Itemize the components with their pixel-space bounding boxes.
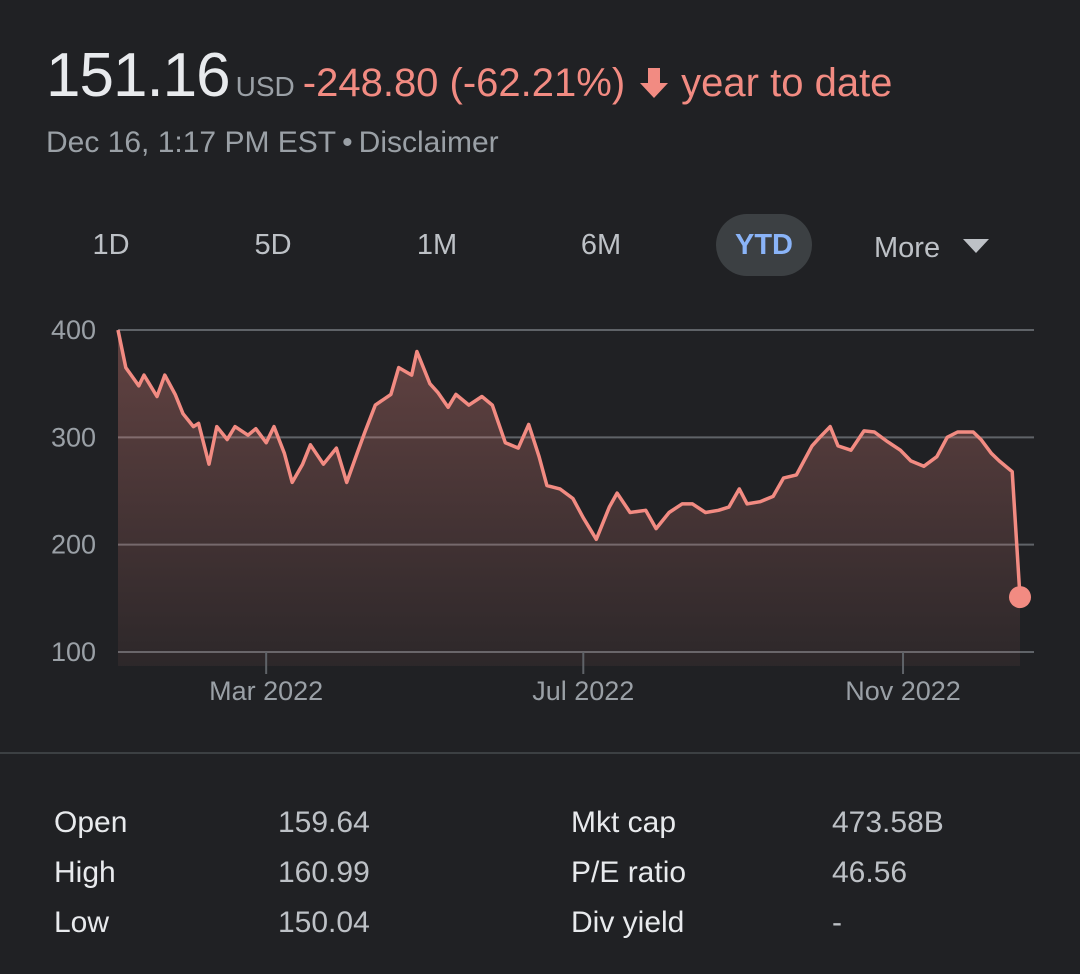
divider: [0, 752, 1080, 754]
stat-pe-label: P/E ratio: [571, 856, 687, 889]
currency-label: USD: [235, 71, 295, 102]
series-line: [116, 329, 1022, 598]
y-tick-label: 400: [51, 315, 96, 345]
stat-high-value: 160.99: [278, 856, 370, 889]
stat-high-label: High: [54, 856, 116, 889]
tab-ytd[interactable]: YTD: [716, 214, 812, 276]
stat-divyield-label: Div yield: [571, 906, 685, 939]
stat-low-label: Low: [54, 906, 110, 939]
timestamp: Dec 16, 1:17 PM EST: [46, 126, 337, 159]
stat-open-label: Open: [54, 806, 128, 839]
price-change: -248.80 (-62.21%): [302, 61, 626, 105]
x-tick-label: Mar 2022: [209, 676, 323, 706]
stat-divyield-value: -: [832, 906, 842, 939]
stat-open-value: 159.64: [278, 806, 370, 839]
range-selector: 1D 5D 1M 6M YTD More: [0, 214, 1080, 280]
more-label: More: [874, 232, 941, 264]
current-price: 151.16: [46, 41, 231, 110]
tab-1m[interactable]: 1M: [416, 229, 458, 261]
caret-down-icon: [962, 214, 990, 253]
more-dropdown[interactable]: More: [874, 214, 990, 276]
tab-5d[interactable]: 5D: [254, 229, 292, 261]
tab-6m[interactable]: 6M: [580, 229, 622, 261]
x-tick-label: Jul 2022: [532, 676, 634, 706]
period-text: year to date: [681, 61, 893, 105]
y-tick-label: 100: [51, 637, 96, 667]
stat-mktcap-label: Mkt cap: [571, 806, 677, 839]
arrow-down-icon: [637, 64, 671, 100]
y-tick-label: 300: [51, 422, 96, 452]
tab-1d[interactable]: 1D: [92, 229, 130, 261]
series-area: [118, 330, 1020, 666]
timestamp-line: Dec 16, 1:17 PM EST • Disclaimer: [46, 126, 499, 160]
stat-mktcap-value: 473.58B: [832, 806, 944, 839]
price-chart: 100 200 300 400 Mar 2022 Jul 2022 Nov 2022: [51, 315, 1034, 706]
stat-pe-value: 46.56: [832, 856, 908, 889]
current-price-dot: [1009, 586, 1031, 609]
x-tick-label: Nov 2022: [845, 676, 961, 706]
price-header: 151.16 USD -248.80 (-62.21%) year to date: [46, 40, 892, 111]
disclaimer-link[interactable]: Disclaimer: [358, 126, 499, 159]
y-tick-label: 200: [51, 530, 96, 560]
separator: •: [342, 126, 353, 159]
stat-low-value: 150.04: [278, 906, 370, 939]
